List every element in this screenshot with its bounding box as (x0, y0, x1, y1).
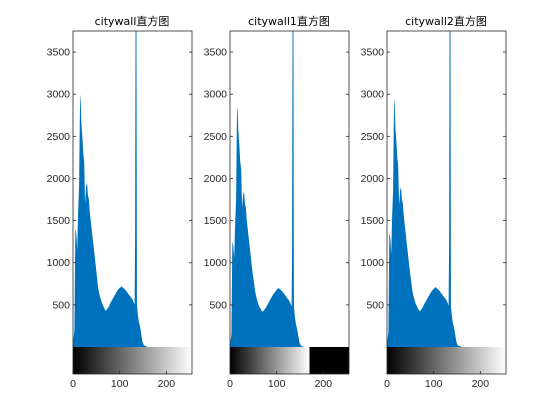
histogram-series (387, 31, 462, 347)
y-tick-label: 2000 (204, 173, 228, 185)
histogram-panel-citywall1: citywall1直方图 500100015002000250030003500… (204, 14, 350, 390)
x-tick-label: 100 (111, 378, 129, 390)
grayscale-colorbar (230, 347, 349, 374)
x-axis: 0 100 200 (70, 371, 175, 390)
y-tick-label: 2000 (47, 173, 71, 185)
y-tick-label: 3500 (204, 47, 228, 59)
chart-title: citywall1直方图 (248, 14, 330, 28)
grayscale-colorbar (73, 347, 192, 374)
histogram-bars (387, 31, 462, 347)
y-tick-label: 1000 (47, 257, 71, 269)
y-tick-label: 2500 (361, 131, 385, 143)
y-tick-label: 500 (209, 299, 227, 311)
x-tick-label: 200 (158, 378, 176, 390)
x-tick-label: 100 (268, 378, 286, 390)
y-tick-label: 500 (366, 299, 384, 311)
y-axis: 500 1000 1500 2000 2500 3000 3500 (47, 47, 192, 311)
axes-box (72, 30, 193, 375)
y-tick-label: 1500 (361, 215, 385, 227)
x-tick-label: 100 (425, 378, 443, 390)
x-tick-label: 0 (70, 378, 76, 390)
y-tick-label: 1500 (204, 215, 228, 227)
y-tick-label: 3000 (204, 89, 228, 101)
y-tick-label: 1000 (361, 257, 385, 269)
y-axis: 500 1000 1500 2000 2500 3000 3500 (204, 47, 349, 311)
histogram-panel-citywall: citywall直方图 500100015002000250030003500 … (47, 14, 193, 390)
y-tick-label: 3500 (47, 47, 71, 59)
y-tick-label: 1500 (47, 215, 71, 227)
x-tick-label: 0 (384, 378, 390, 390)
y-tick-label: 2000 (361, 173, 385, 185)
x-tick-label: 200 (315, 378, 333, 390)
y-tick-label: 2500 (204, 131, 228, 143)
axes-box (386, 30, 507, 375)
x-axis: 0 100 200 (384, 371, 489, 390)
grayscale-colorbar (387, 347, 506, 374)
x-tick-label: 200 (472, 378, 490, 390)
y-tick-label: 2500 (47, 131, 71, 143)
chart-title: citywall2直方图 (405, 14, 487, 28)
histogram-bars (73, 31, 148, 347)
axes-box (229, 30, 350, 375)
y-tick-label: 3000 (47, 89, 71, 101)
x-axis: 0 100 200 (227, 371, 332, 390)
y-tick-label: 3000 (361, 89, 385, 101)
x-tick-label: 0 (227, 378, 233, 390)
histogram-series (73, 31, 148, 347)
y-tick-label: 500 (52, 299, 70, 311)
histogram-panel-citywall2: citywall2直方图 500100015002000250030003500… (361, 14, 507, 390)
chart-title: citywall直方图 (95, 14, 170, 28)
y-tick-label: 1000 (204, 257, 228, 269)
histogram-series (230, 31, 305, 347)
y-axis: 500 1000 1500 2000 2500 3000 3500 (361, 47, 506, 311)
y-tick-label: 3500 (361, 47, 385, 59)
histogram-bars (230, 31, 305, 347)
